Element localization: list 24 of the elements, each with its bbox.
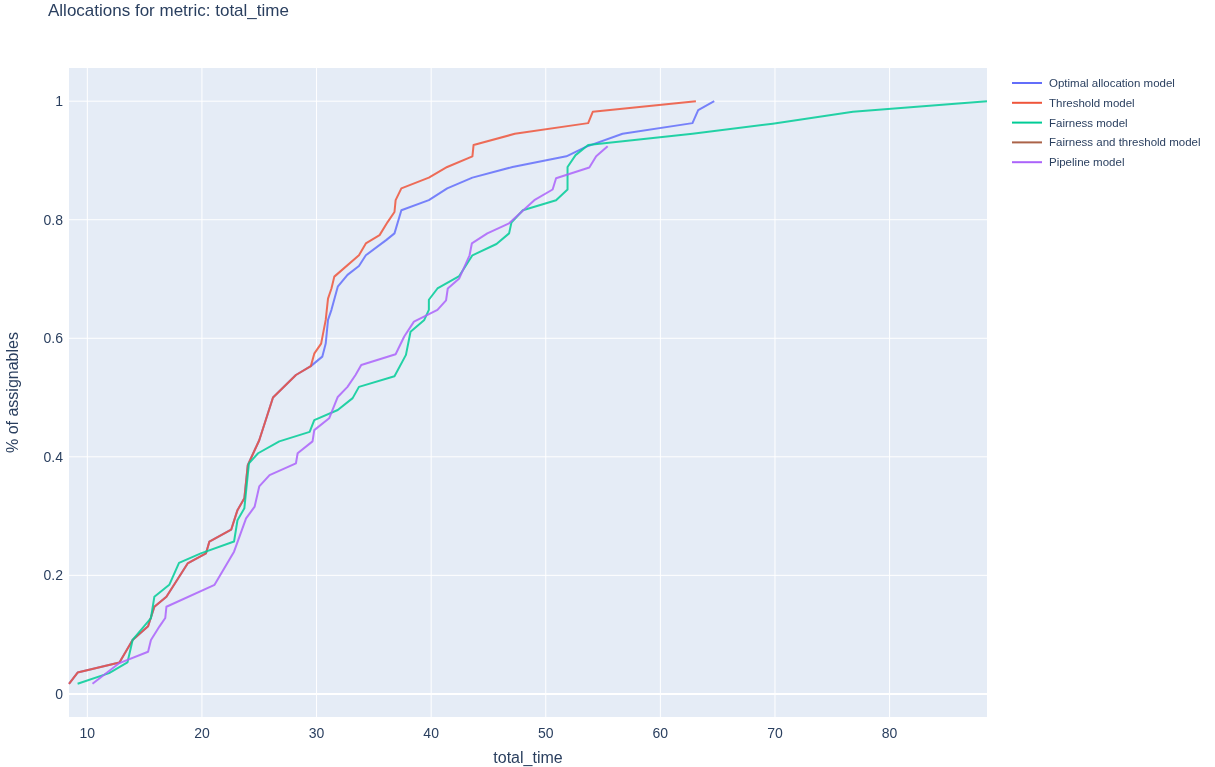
x-tick-label: 70 (767, 725, 783, 741)
line-series (91, 145, 609, 685)
x-tick-label: 20 (194, 725, 210, 741)
line-series (76, 100, 988, 685)
x-tick-label: 60 (652, 725, 669, 741)
chart-title: Allocations for metric: total_time (48, 1, 289, 20)
x-tick-label: 50 (537, 725, 554, 741)
y-axis-title: % of assignables (4, 332, 21, 453)
y-tick-label: 0.8 (43, 211, 64, 228)
legend-label: Optimal allocation model (1049, 77, 1175, 89)
y-tick-label: 0.2 (43, 567, 64, 584)
y-tick-label: 0.6 (43, 330, 64, 347)
legend-label: Pipeline model (1049, 156, 1125, 169)
y-tick-label: 0 (55, 685, 64, 702)
legend-label: Fairness model (1049, 116, 1128, 129)
legend-label: Threshold model (1049, 96, 1135, 109)
x-tick-label: 10 (79, 725, 96, 741)
x-tick-label: 30 (308, 725, 325, 741)
x-tick-label: 40 (423, 725, 440, 741)
x-axis-title: total_time (493, 749, 563, 767)
x-tick-label: 80 (881, 725, 898, 741)
legend-label: Fairness and threshold model (1049, 136, 1201, 149)
y-tick-label: 0.4 (43, 448, 64, 465)
y-tick-label: 1 (55, 93, 64, 110)
